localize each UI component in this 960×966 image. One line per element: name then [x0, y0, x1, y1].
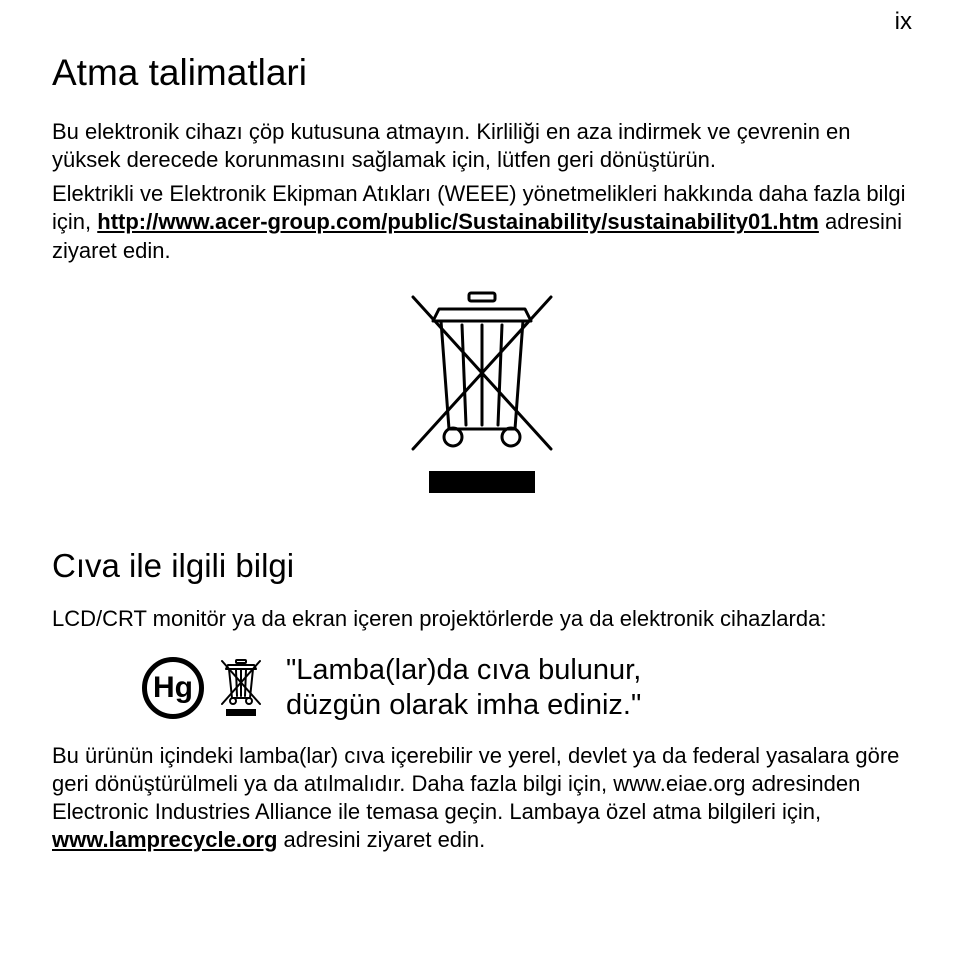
page-number: ix — [895, 8, 912, 36]
weee-crossed-bin-icon — [399, 289, 565, 503]
mercury-quote: "Lamba(lar)da cıva bulunur, düzgün olara… — [286, 653, 641, 724]
mercury-paragraph-2: Bu ürünün içindeki lamba(lar) cıva içere… — [52, 742, 912, 855]
hg-circle-icon: Hg — [142, 657, 204, 719]
mercury-warning-row: Hg "Lamba(lar)da cıva bulunur, düzgün ol… — [142, 653, 912, 724]
weee-bin-icon-wrap — [52, 289, 912, 503]
mercury-paragraph-1: LCD/CRT monitör ya da ekran içeren proje… — [52, 605, 912, 633]
hg-symbol: Hg — [153, 671, 193, 705]
weee-url-link[interactable]: http://www.acer-group.com/public/Sustain… — [97, 209, 819, 234]
mercury-quote-line2: düzgün olarak imha ediniz." — [286, 689, 641, 721]
mini-crossed-bin-icon — [218, 658, 264, 718]
disposal-paragraph-2: Elektrikli ve Elektronik Ekipman Atıklar… — [52, 180, 912, 264]
lamprecycle-link[interactable]: www.lamprecycle.org — [52, 827, 277, 852]
disposal-paragraph-1: Bu elektronik cihazı çöp kutusuna atmayı… — [52, 118, 912, 174]
mercury-p2-post: adresini ziyaret edin. — [277, 827, 485, 852]
document-page: ix Atma talimatlari Bu elektronik cihazı… — [0, 0, 960, 966]
heading-mercury: Cıva ile ilgili bilgi — [52, 547, 912, 585]
mercury-quote-line1: "Lamba(lar)da cıva bulunur, — [286, 654, 641, 686]
mercury-p2-pre: Bu ürünün içindeki lamba(lar) cıva içere… — [52, 743, 899, 824]
heading-disposal: Atma talimatlari — [52, 52, 912, 94]
